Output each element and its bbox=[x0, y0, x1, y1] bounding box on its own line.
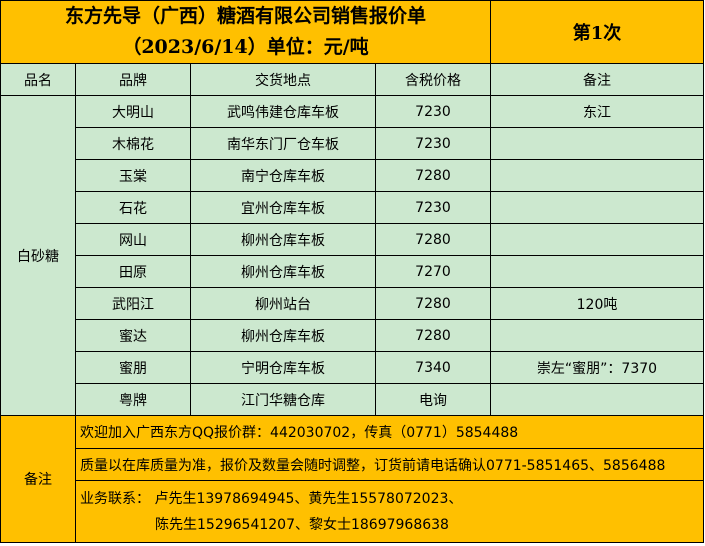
col-header-brand: 品牌 bbox=[75, 63, 191, 96]
table-row: 蜜朋 宁明仓库车板 7340 崇左“蜜朋”：7370 bbox=[0, 351, 704, 384]
brand-cell: 田原 bbox=[75, 255, 191, 288]
price-cell: 7280 bbox=[375, 287, 491, 320]
remarks-line-2: 质量以在库质量为准，报价及数量会随时调整，订货前请电话确认0771-585146… bbox=[75, 448, 704, 481]
price-cell: 7280 bbox=[375, 319, 491, 352]
table-row: 武阳江 柳州站台 7280 120吨 bbox=[0, 287, 704, 320]
location-cell: 南华东门厂仓车板 bbox=[190, 127, 376, 160]
sheet-title: 东方先导（广西）糖酒有限公司销售报价单 （2023/6/14）单位：元/吨 bbox=[0, 0, 491, 64]
note-cell: 崇左“蜜朋”：7370 bbox=[490, 351, 704, 384]
col-header-name: 品名 bbox=[0, 63, 76, 96]
col-header-note: 备注 bbox=[490, 63, 704, 96]
column-header-row: 品名 品牌 交货地点 含税价格 备注 bbox=[0, 63, 704, 96]
brand-cell: 石花 bbox=[75, 191, 191, 224]
table-row: 石花 宜州仓库车板 7230 bbox=[0, 191, 704, 224]
remarks-line-1: 欢迎加入广西东方QQ报价群：442030702，传真（0771）5854488 bbox=[75, 415, 704, 449]
location-cell: 宜州仓库车板 bbox=[190, 191, 376, 224]
brand-cell: 蜜达 bbox=[75, 319, 191, 352]
price-cell: 7280 bbox=[375, 223, 491, 256]
brand-cell: 木棉花 bbox=[75, 127, 191, 160]
location-cell: 南宁仓库车板 bbox=[190, 159, 376, 192]
brand-cell: 玉棠 bbox=[75, 159, 191, 192]
price-cell: 7270 bbox=[375, 255, 491, 288]
remarks-contacts: 业务联系： 卢先生13978694945、黄先生15578072023、陈先生1… bbox=[75, 480, 704, 543]
table-row: 田原 柳州仓库车板 7270 bbox=[0, 255, 704, 288]
note-cell: 120吨 bbox=[490, 287, 704, 320]
contact-line-2: 陈先生15296541207、黎女士18697968638 bbox=[155, 516, 449, 533]
contact-line-1: 业务联系： 卢先生13978694945、黄先生15578072023、 bbox=[80, 490, 463, 507]
col-header-price: 含税价格 bbox=[375, 63, 491, 96]
location-cell: 宁明仓库车板 bbox=[190, 351, 376, 384]
brand-cell: 武阳江 bbox=[75, 287, 191, 320]
table-row: 木棉花 南华东门厂仓车板 7230 bbox=[0, 127, 704, 160]
table-row: 网山 柳州仓库车板 7280 bbox=[0, 223, 704, 256]
note-cell bbox=[490, 159, 704, 192]
title-line-1: 东方先导（广西）糖酒有限公司销售报价单 bbox=[64, 5, 426, 27]
price-cell: 7280 bbox=[375, 159, 491, 192]
brand-cell: 大明山 bbox=[75, 95, 191, 128]
price-cell: 7340 bbox=[375, 351, 491, 384]
title-line-2: （2023/6/14）单位：元/吨 bbox=[122, 36, 369, 58]
brand-cell: 网山 bbox=[75, 223, 191, 256]
brand-cell: 蜜朋 bbox=[75, 351, 191, 384]
location-cell: 柳州仓库车板 bbox=[190, 319, 376, 352]
remarks-label: 备注 bbox=[0, 415, 76, 543]
location-cell: 柳州站台 bbox=[190, 287, 376, 320]
note-cell bbox=[490, 319, 704, 352]
note-cell bbox=[490, 191, 704, 224]
price-cell: 7230 bbox=[375, 95, 491, 128]
note-cell bbox=[490, 383, 704, 416]
note-cell bbox=[490, 255, 704, 288]
table-row: 玉棠 南宁仓库车板 7280 bbox=[0, 159, 704, 192]
location-cell: 江门华糖仓库 bbox=[190, 383, 376, 416]
location-cell: 武鸣伟建仓库车板 bbox=[190, 95, 376, 128]
category-cell: 白砂糖 bbox=[0, 95, 76, 416]
table-row: 蜜达 柳州仓库车板 7280 bbox=[0, 319, 704, 352]
table-row: 粤牌 江门华糖仓库 电询 bbox=[0, 383, 704, 416]
note-cell bbox=[490, 127, 704, 160]
price-cell: 7230 bbox=[375, 127, 491, 160]
location-cell: 柳州仓库车板 bbox=[190, 223, 376, 256]
note-cell bbox=[490, 223, 704, 256]
table-row: 白砂糖 大明山 武鸣伟建仓库车板 7230 东江 bbox=[0, 95, 704, 416]
brand-cell: 粤牌 bbox=[75, 383, 191, 416]
col-header-location: 交货地点 bbox=[190, 63, 376, 96]
edition: 第1次 bbox=[490, 0, 704, 64]
price-cell: 7230 bbox=[375, 191, 491, 224]
note-cell: 东江 bbox=[490, 95, 704, 128]
price-cell: 电询 bbox=[375, 383, 491, 416]
location-cell: 柳州仓库车板 bbox=[190, 255, 376, 288]
